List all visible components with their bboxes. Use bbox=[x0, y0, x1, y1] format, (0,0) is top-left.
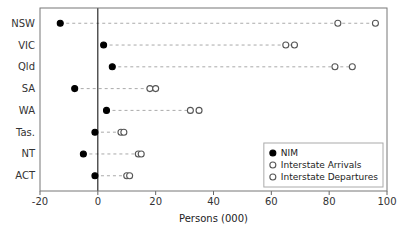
legend-label: Interstate Departures bbox=[281, 172, 378, 182]
dot bbox=[283, 42, 289, 48]
legend-label: NIM bbox=[281, 148, 298, 158]
plot-frame bbox=[40, 8, 387, 191]
dot bbox=[101, 42, 107, 48]
x-axis-label: Persons (000) bbox=[179, 213, 248, 224]
x-tick bbox=[271, 191, 272, 195]
dot bbox=[335, 20, 341, 26]
x-tick-label: 20 bbox=[149, 196, 162, 207]
zero-line bbox=[97, 8, 98, 191]
x-tick bbox=[329, 191, 330, 195]
category-label: Qld bbox=[18, 61, 35, 72]
legend: NIM Interstate Arrivals Interstate Departu… bbox=[264, 143, 383, 187]
dot bbox=[72, 86, 78, 92]
category-label: ACT bbox=[15, 170, 36, 181]
category-label: WA bbox=[19, 105, 35, 116]
dot bbox=[80, 151, 86, 157]
chart: -20 0 20 40 60 80 100 Persons (000) NSW VIC Qld SA W… bbox=[0, 0, 397, 227]
dot bbox=[349, 64, 355, 70]
x-tick bbox=[97, 191, 98, 195]
dot bbox=[372, 20, 378, 26]
range-line bbox=[112, 66, 352, 67]
category-label: VIC bbox=[18, 40, 35, 51]
x-tick bbox=[155, 191, 156, 195]
x-tick bbox=[213, 191, 214, 195]
dot bbox=[153, 86, 159, 92]
dot bbox=[138, 151, 144, 157]
dot bbox=[92, 173, 98, 179]
category-label: SA bbox=[22, 83, 36, 94]
x-tick-label: 60 bbox=[265, 196, 278, 207]
range-line bbox=[83, 153, 141, 154]
y-axis: NSW VIC Qld SA WA Tas. NT ACT bbox=[11, 18, 36, 182]
dot bbox=[187, 107, 193, 113]
dot bbox=[196, 107, 202, 113]
dot bbox=[92, 129, 98, 135]
x-tick-label: 80 bbox=[323, 196, 336, 207]
x-tick bbox=[387, 191, 388, 195]
range-line bbox=[107, 110, 200, 111]
legend-marker bbox=[270, 162, 276, 168]
legend-marker bbox=[270, 174, 276, 180]
legend-label: Interstate Arrivals bbox=[281, 160, 362, 170]
legend-marker bbox=[270, 150, 276, 156]
dot bbox=[121, 129, 127, 135]
x-tick-label: -20 bbox=[32, 196, 48, 207]
dot bbox=[104, 107, 110, 113]
plot-area bbox=[57, 8, 378, 191]
x-tick-label: 100 bbox=[377, 196, 396, 207]
category-label: NT bbox=[21, 148, 35, 159]
dot bbox=[109, 64, 115, 70]
dot bbox=[57, 20, 63, 26]
dot bbox=[291, 42, 297, 48]
range-line bbox=[75, 88, 156, 89]
x-tick-label: 0 bbox=[95, 196, 101, 207]
range-line bbox=[104, 45, 295, 46]
x-tick-label: 40 bbox=[207, 196, 220, 207]
category-label: NSW bbox=[11, 18, 35, 29]
dot bbox=[332, 64, 338, 70]
legend-box bbox=[264, 143, 383, 187]
category-label: Tas. bbox=[15, 127, 35, 138]
x-axis: -20 0 20 40 60 80 100 bbox=[32, 191, 397, 207]
range-line bbox=[60, 23, 375, 24]
dot bbox=[147, 86, 153, 92]
x-tick bbox=[40, 191, 41, 195]
dot bbox=[127, 173, 133, 179]
